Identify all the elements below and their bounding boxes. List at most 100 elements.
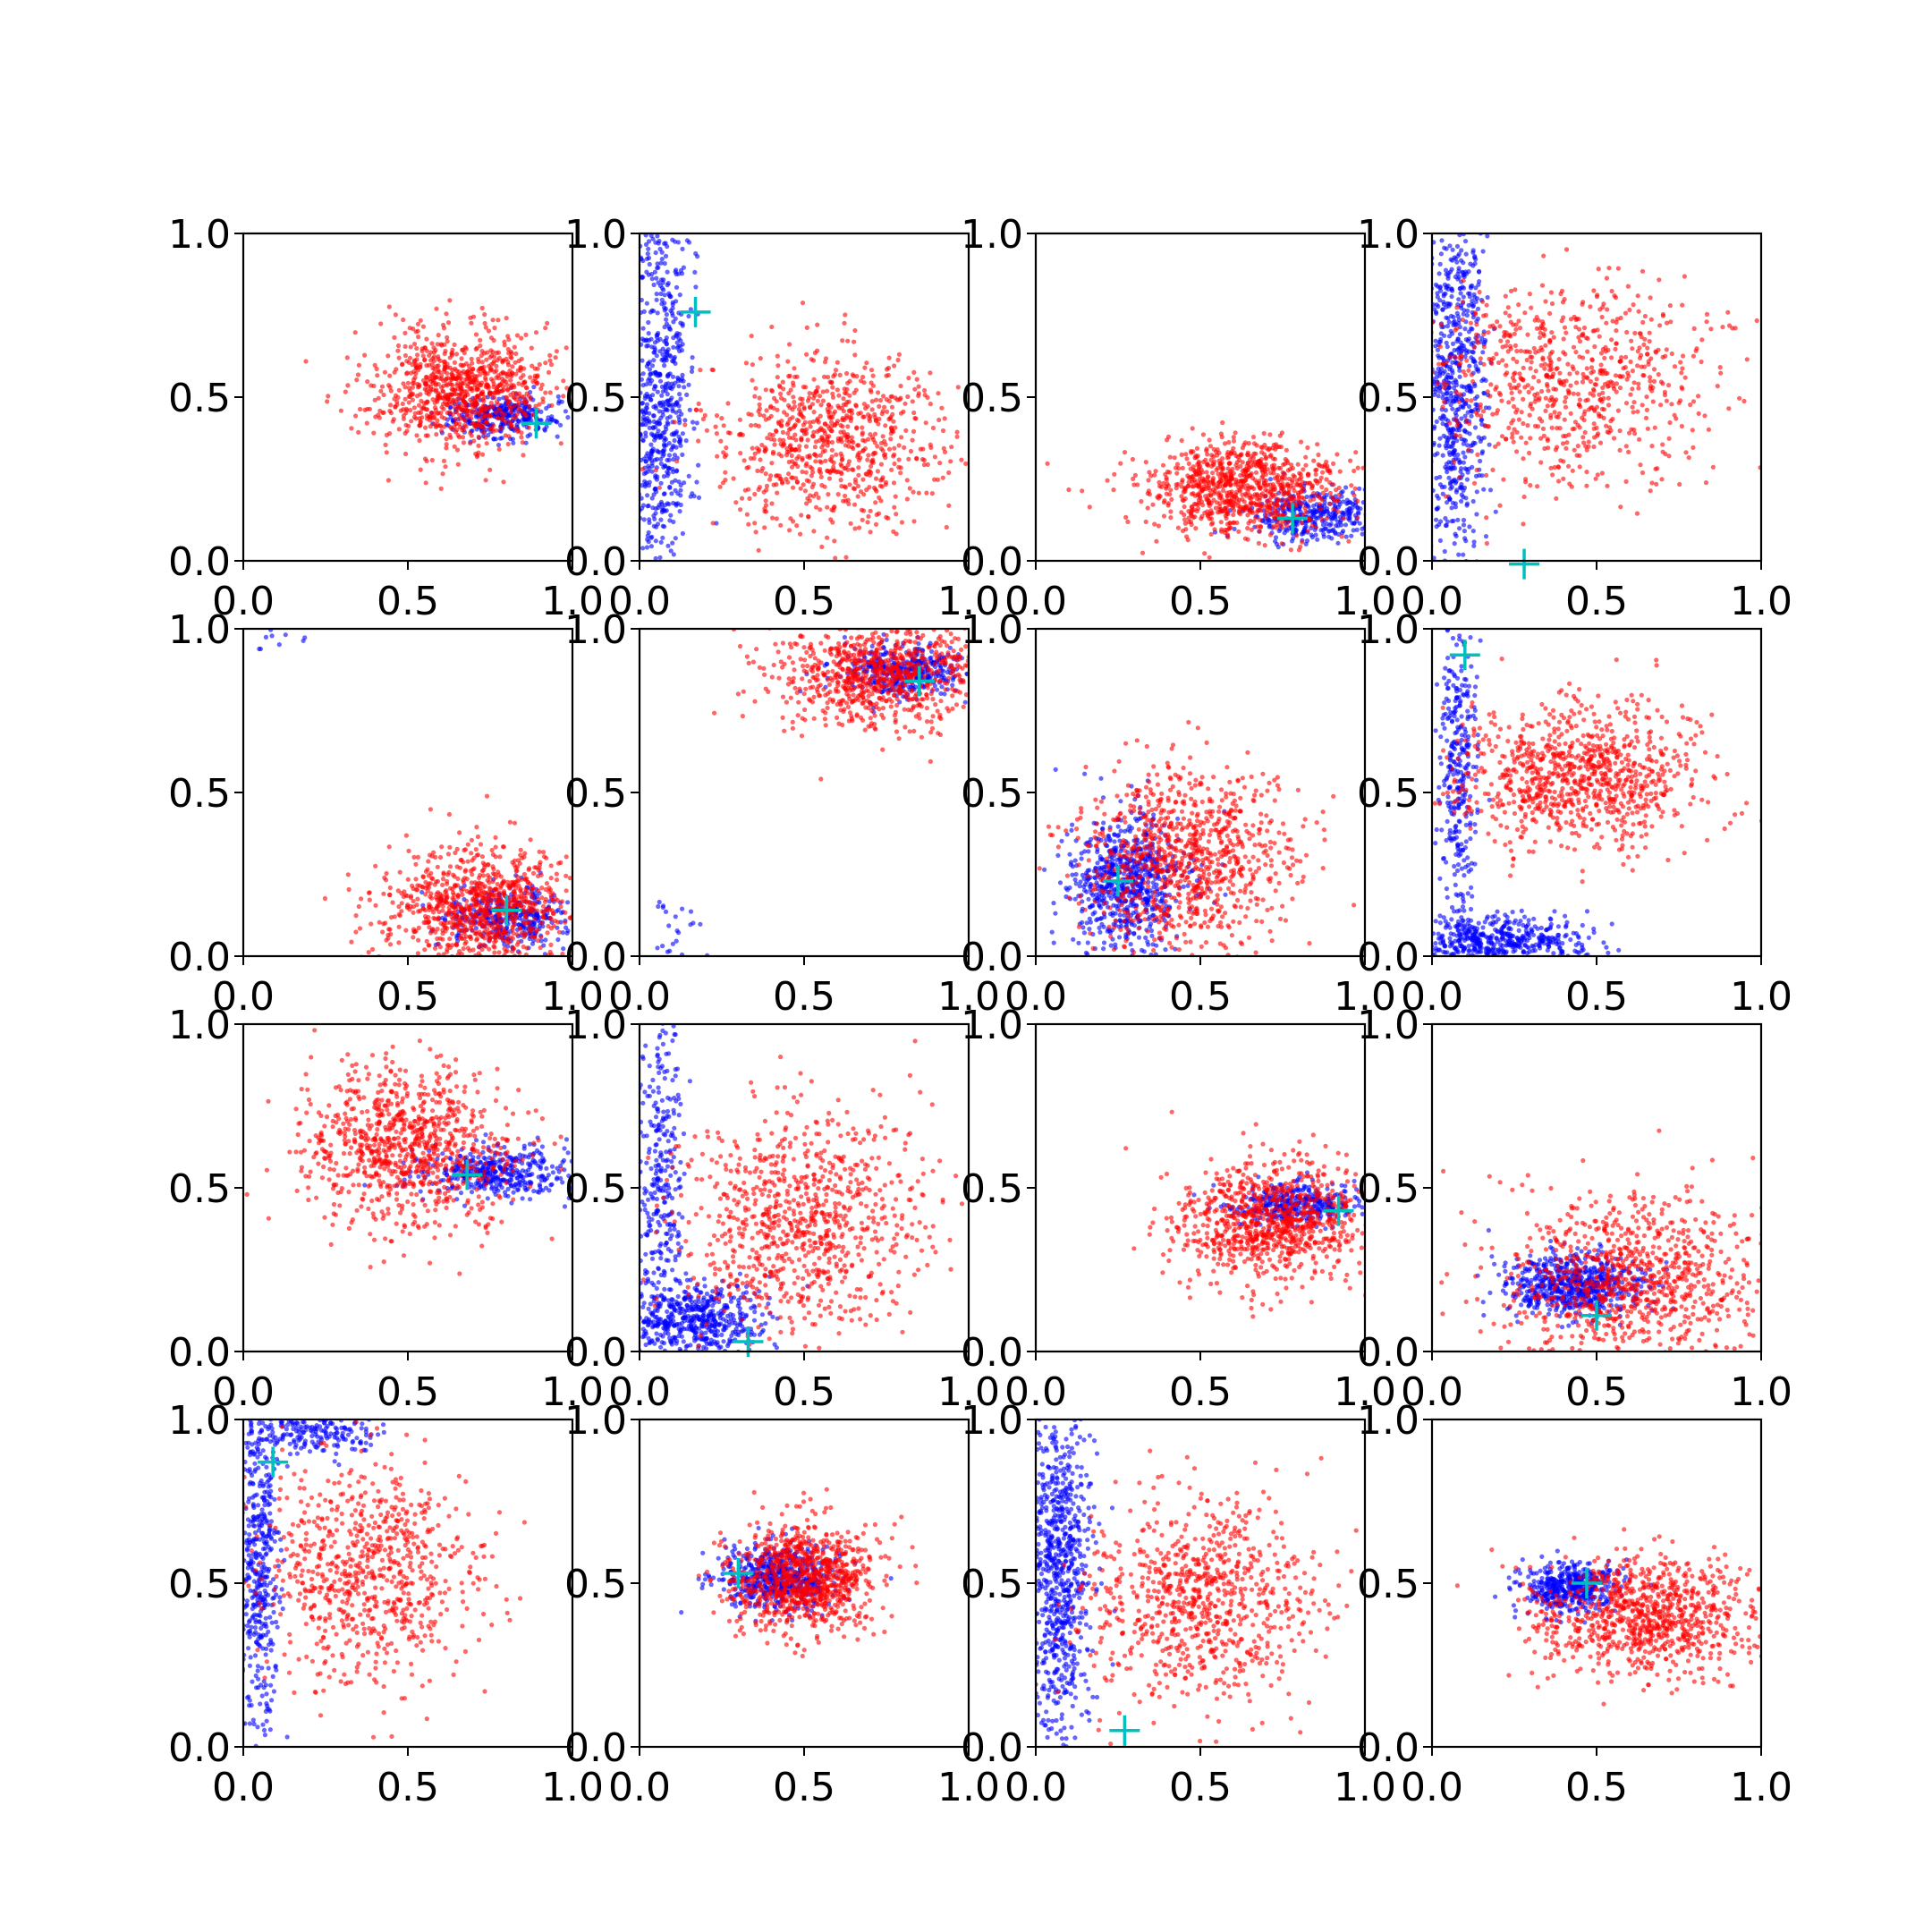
red-point xyxy=(415,352,420,358)
red-point xyxy=(411,414,417,419)
blue-point xyxy=(1322,504,1327,509)
blue-point xyxy=(667,484,673,490)
red-point xyxy=(843,493,848,499)
blue-point xyxy=(1454,487,1460,493)
red-point xyxy=(1189,491,1194,496)
red-point xyxy=(457,412,462,418)
red-point xyxy=(1245,461,1250,466)
blue-point xyxy=(656,373,661,378)
blue-point xyxy=(645,493,650,498)
blue-point xyxy=(558,422,564,428)
red-point xyxy=(496,384,502,389)
blue-point xyxy=(1483,534,1489,539)
red-point xyxy=(796,419,801,424)
red-point xyxy=(1611,436,1617,441)
red-point xyxy=(852,339,857,344)
red-point xyxy=(810,434,817,439)
red-point xyxy=(440,402,446,407)
red-point xyxy=(1174,482,1179,487)
red-point xyxy=(942,449,948,454)
red-point xyxy=(870,383,877,388)
red-point xyxy=(1182,517,1188,522)
blue-point xyxy=(1450,426,1456,431)
red-point xyxy=(918,446,923,452)
blue-point xyxy=(655,233,660,239)
red-point xyxy=(788,426,793,431)
blue-point xyxy=(1467,524,1472,530)
red-point xyxy=(1231,512,1236,518)
blue-point xyxy=(1449,286,1454,292)
red-point xyxy=(861,414,867,419)
red-point xyxy=(822,360,828,365)
red-point xyxy=(1167,454,1173,460)
blue-point xyxy=(1456,297,1462,302)
red-point xyxy=(923,420,928,426)
red-point xyxy=(878,445,885,452)
red-point xyxy=(479,380,485,386)
blue-point xyxy=(659,509,665,515)
blue-point xyxy=(530,408,535,413)
red-point xyxy=(1168,515,1174,521)
red-point xyxy=(488,377,495,382)
red-point xyxy=(1167,492,1173,497)
red-point xyxy=(462,402,467,408)
red-point xyxy=(749,334,754,339)
red-point xyxy=(752,491,758,497)
red-point xyxy=(830,385,835,390)
blue-point xyxy=(1456,552,1462,557)
blue-point xyxy=(1481,435,1487,440)
blue-point xyxy=(641,309,647,314)
red-point xyxy=(911,369,917,375)
red-point xyxy=(1157,483,1163,489)
blue-point xyxy=(669,395,674,401)
red-point xyxy=(1196,500,1201,505)
blue-point xyxy=(674,503,679,508)
red-point xyxy=(1208,444,1214,449)
blue-point xyxy=(1309,534,1315,540)
red-point xyxy=(1595,472,1600,478)
blue-point xyxy=(1459,416,1464,421)
blue-point xyxy=(646,361,651,367)
red-point xyxy=(561,378,566,384)
red-point xyxy=(1481,344,1487,350)
blue-point xyxy=(644,402,650,407)
blue-point xyxy=(1432,555,1436,561)
red-point xyxy=(1275,465,1282,470)
red-point xyxy=(946,470,952,476)
blue-point xyxy=(1341,529,1346,534)
red-point xyxy=(522,380,528,386)
red-point xyxy=(1574,370,1580,376)
blue-point xyxy=(643,409,648,414)
red-point xyxy=(1268,453,1274,458)
red-point xyxy=(477,411,482,417)
red-point xyxy=(1336,492,1342,497)
red-point xyxy=(496,350,502,355)
red-point xyxy=(508,392,513,398)
red-point xyxy=(365,406,370,411)
blue-point xyxy=(1487,487,1494,493)
red-point xyxy=(1296,547,1301,553)
red-point xyxy=(1509,386,1514,391)
red-point xyxy=(490,404,496,410)
blue-point xyxy=(1462,413,1468,419)
red-point xyxy=(1503,436,1509,442)
red-point xyxy=(1355,515,1360,521)
red-point xyxy=(898,411,904,416)
blue-point xyxy=(555,434,560,439)
blue-point xyxy=(1465,410,1470,415)
red-point xyxy=(1580,415,1585,420)
red-point xyxy=(388,402,394,408)
red-point xyxy=(875,444,880,449)
red-point xyxy=(1503,310,1508,316)
red-point xyxy=(469,411,474,417)
blue-point xyxy=(1444,466,1450,471)
blue-point xyxy=(1475,394,1480,399)
red-point xyxy=(1572,419,1578,425)
blue-point xyxy=(694,479,699,485)
red-point xyxy=(496,406,502,411)
red-point xyxy=(1309,523,1315,529)
blue-point xyxy=(1450,406,1455,411)
red-point xyxy=(1242,478,1248,483)
x-tick-label: 1.0 xyxy=(937,579,1000,624)
blue-point xyxy=(651,358,657,363)
